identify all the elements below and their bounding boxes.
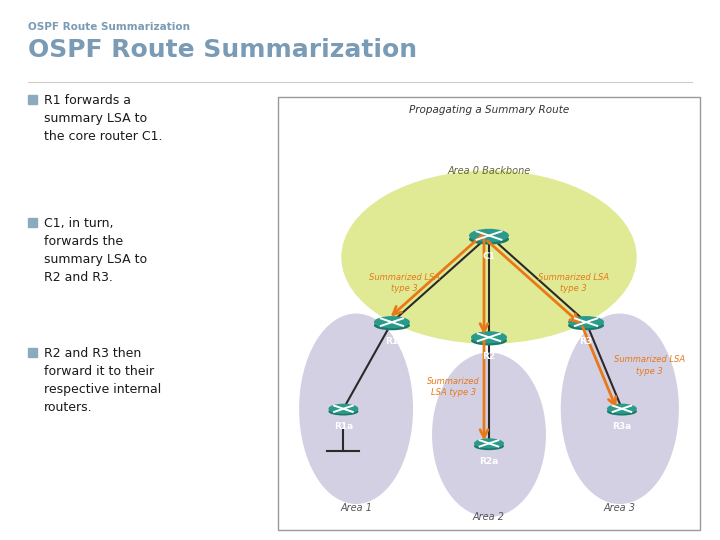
Text: Area 1: Area 1	[340, 503, 372, 514]
Ellipse shape	[471, 331, 507, 343]
Ellipse shape	[328, 407, 359, 415]
Text: Area 3: Area 3	[604, 503, 636, 514]
Ellipse shape	[374, 321, 410, 330]
Ellipse shape	[432, 353, 546, 517]
Text: Summarized
LSA type 3: Summarized LSA type 3	[427, 377, 480, 397]
Ellipse shape	[561, 314, 679, 504]
Text: OSPF Route Summarization: OSPF Route Summarization	[28, 38, 417, 62]
Text: Propagating a Summary Route: Propagating a Summary Route	[409, 105, 569, 115]
Text: C1: C1	[482, 252, 495, 261]
Bar	[28, 348, 37, 357]
Text: Area 2: Area 2	[473, 512, 505, 522]
Text: OSPF Route Summarization: OSPF Route Summarization	[28, 22, 190, 32]
Text: C1, in turn,
forwards the
summary LSA to
R2 and R3.: C1, in turn, forwards the summary LSA to…	[44, 217, 147, 284]
Bar	[278, 97, 700, 530]
Ellipse shape	[607, 404, 637, 414]
Text: R2a: R2a	[480, 457, 499, 465]
Ellipse shape	[374, 316, 410, 328]
Ellipse shape	[328, 404, 359, 414]
Ellipse shape	[299, 314, 413, 504]
Ellipse shape	[568, 316, 604, 328]
Bar	[28, 218, 37, 227]
Ellipse shape	[469, 229, 509, 242]
Text: Area 0 Backbone: Area 0 Backbone	[447, 166, 531, 176]
Ellipse shape	[471, 336, 507, 346]
Ellipse shape	[341, 171, 636, 344]
Text: R1: R1	[385, 337, 398, 346]
Bar	[28, 95, 37, 104]
Text: R3: R3	[580, 337, 593, 346]
Text: R2 and R3 then
forward it to their
respective internal
routers.: R2 and R3 then forward it to their respe…	[44, 347, 161, 414]
Ellipse shape	[568, 321, 604, 330]
Ellipse shape	[469, 234, 509, 245]
Text: R2: R2	[482, 352, 495, 361]
Ellipse shape	[474, 442, 504, 450]
Ellipse shape	[607, 407, 637, 415]
Text: Summarized LSA
type 3: Summarized LSA type 3	[613, 355, 685, 375]
Text: R1 forwards a
summary LSA to
the core router C1.: R1 forwards a summary LSA to the core ro…	[44, 94, 163, 143]
Text: Summarized LSA
type 3: Summarized LSA type 3	[369, 273, 440, 293]
Ellipse shape	[474, 438, 504, 448]
Text: R3a: R3a	[612, 422, 631, 431]
Text: Summarized LSA
type 3: Summarized LSA type 3	[538, 273, 609, 293]
Text: R1a: R1a	[334, 422, 353, 431]
